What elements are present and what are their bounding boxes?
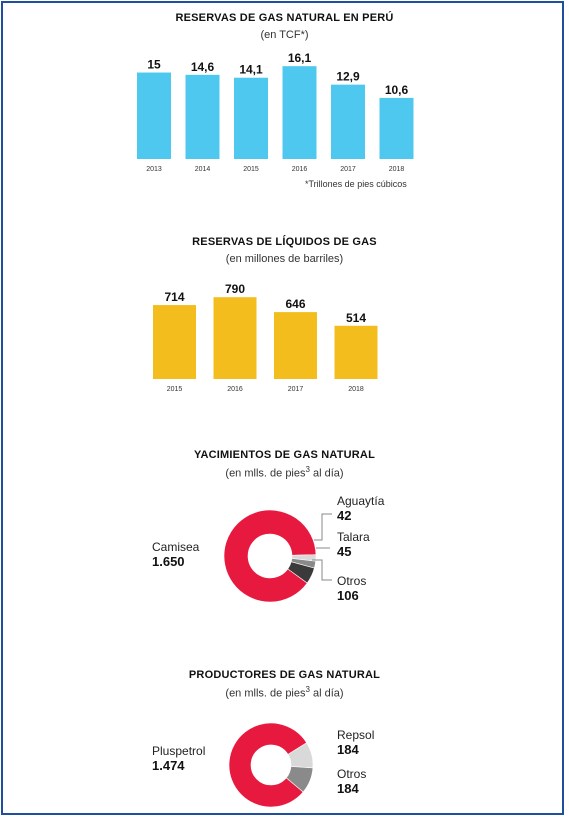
chart4-slice-otros bbox=[285, 766, 314, 793]
chart4-label-otros: Otros bbox=[337, 767, 367, 781]
chart1-bar-2013 bbox=[137, 72, 171, 159]
chart1-tick-label-2018: 2018 bbox=[389, 166, 405, 173]
chart4-title: PRODUCTORES DE GAS NATURAL bbox=[188, 669, 381, 681]
chart1-value-label-2017: 12,9 bbox=[336, 70, 360, 84]
chart3-label-talara: Talara bbox=[337, 530, 370, 544]
chart2-tick-label-2017: 2017 bbox=[288, 386, 304, 393]
chart1-value-label-2013: 15 bbox=[147, 58, 161, 72]
chart3-value-talara: 45 bbox=[337, 544, 352, 559]
chart3-value-aguaytia: 42 bbox=[337, 508, 352, 523]
chart1-tick-label-2013: 2013 bbox=[146, 166, 162, 173]
chart1-tick-label-2017: 2017 bbox=[340, 166, 356, 173]
chart1-value-label-2016: 16,1 bbox=[288, 51, 312, 65]
chart2-value-label-2018: 514 bbox=[346, 311, 366, 325]
chart3-title: YACIMIENTOS DE GAS NATURAL bbox=[193, 449, 375, 461]
chart3-subtitle: (en mlls. de pies3 al día) bbox=[225, 465, 344, 480]
chart2-value-label-2015: 714 bbox=[164, 290, 184, 304]
chart2-subtitle: (en millones de barriles) bbox=[225, 253, 344, 265]
chart2-tick-label-2015: 2015 bbox=[167, 386, 183, 393]
chart2-value-label-2017: 646 bbox=[285, 297, 305, 311]
chart4-subtitle: (en mlls. de pies3 al día) bbox=[225, 685, 344, 700]
chart2-value-label-2016: 790 bbox=[225, 282, 245, 296]
chart1-bar-2016 bbox=[282, 66, 317, 159]
chart3-slice-otros bbox=[287, 561, 315, 584]
chart1-tick-label-2014: 2014 bbox=[195, 166, 211, 173]
chart2-tick-label-2016: 2016 bbox=[227, 386, 243, 393]
chart1-value-label-2018: 10,6 bbox=[385, 83, 409, 97]
chart3-label-aguaytia: Aguaytía bbox=[337, 494, 385, 508]
chart4-value-repsol: 184 bbox=[337, 742, 359, 757]
chart2-bar-2018 bbox=[334, 325, 378, 379]
chart1-title: RESERVAS DE GAS NATURAL EN PERÚ bbox=[175, 12, 394, 24]
chart3-label-camisea: Camisea bbox=[152, 540, 200, 554]
chart4-donut bbox=[228, 722, 314, 808]
chart3-donut bbox=[223, 509, 317, 603]
chart3-value-otros: 106 bbox=[337, 588, 359, 603]
chart2-bar-2017 bbox=[274, 312, 317, 379]
chart1-subtitle: (en TCF*) bbox=[260, 29, 309, 41]
chart2-tick-label-2018: 2018 bbox=[348, 386, 364, 393]
chart2-bar-2015 bbox=[153, 305, 196, 379]
chart1-gas-reserves: 15 2013 14,6 2014 14,1 2015 16,1 2016 12,9 2017 10… bbox=[137, 51, 414, 173]
chart1-bar-2014 bbox=[185, 74, 220, 159]
chart1-bar-2018 bbox=[379, 97, 414, 159]
chart1-tick-label-2015: 2015 bbox=[243, 166, 259, 173]
chart1-bar-2017 bbox=[331, 84, 365, 159]
chart1-value-label-2015: 14,1 bbox=[239, 63, 263, 77]
chart4-value-pluspetrol: 1.474 bbox=[152, 758, 185, 773]
chart4-slice-pluspetrol bbox=[228, 722, 308, 808]
chart3-value-camisea: 1.650 bbox=[152, 554, 185, 569]
chart2-bar-2016 bbox=[213, 297, 257, 379]
chart1-tick-label-2016: 2016 bbox=[292, 166, 308, 173]
chart1-value-label-2014: 14,6 bbox=[191, 60, 215, 74]
chart2-liquid-reserves: 714 2015 790 2016 646 2017 514 2018 bbox=[153, 282, 378, 393]
chart3-leader-lines bbox=[312, 513, 332, 581]
chart3-label-otros: Otros bbox=[337, 574, 367, 588]
chart4-value-otros: 184 bbox=[337, 781, 359, 796]
chart3-slice-camisea bbox=[223, 509, 317, 603]
chart4-label-repsol: Repsol bbox=[337, 728, 375, 742]
chart1-footnote: *Trillones de pies cúbicos bbox=[305, 179, 407, 189]
chart4-label-pluspetrol: Pluspetrol bbox=[152, 744, 206, 758]
chart1-bar-2015 bbox=[234, 77, 268, 159]
chart2-title: RESERVAS DE LÍQUIDOS DE GAS bbox=[192, 236, 377, 248]
